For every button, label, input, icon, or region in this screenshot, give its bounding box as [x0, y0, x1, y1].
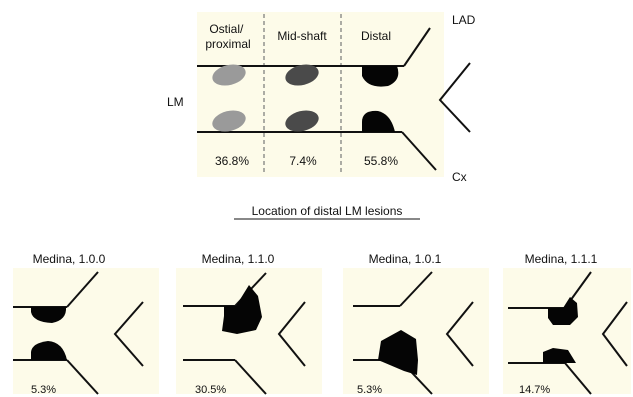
plaque-mid-bottom	[285, 110, 319, 132]
medina-110-plaque	[222, 285, 262, 334]
medina-100-cx	[66, 359, 99, 395]
segment-percent-ostial: 36.8%	[215, 154, 249, 168]
cx-branch	[401, 131, 437, 171]
segment-label-ostial: Ostial/ proximal	[205, 22, 250, 51]
medina-percent-111: 14.7%	[519, 384, 550, 396]
medina-101-carina	[445, 301, 474, 367]
medina-label-101: Medina, 1.0.1	[369, 252, 442, 266]
medina-percent-110: 30.5%	[195, 384, 226, 396]
medina-101-plaque	[378, 330, 418, 375]
medina-label-111: Medina, 1.1.1	[525, 252, 598, 266]
carina	[438, 62, 471, 133]
plaque-ostial-bottom	[212, 110, 246, 132]
plaque-distal-bottom	[362, 110, 395, 132]
medina-100-carina	[113, 301, 144, 367]
segment-label-mid: Mid-shaft	[277, 29, 327, 43]
medina-101-background	[343, 268, 489, 394]
medina-panel-100	[13, 268, 159, 395]
medina-101-lad	[399, 271, 433, 307]
medina-100-plaque-bottom	[31, 341, 67, 360]
lad-label: LAD	[452, 13, 476, 27]
medina-111-carina	[601, 301, 628, 367]
medina-111-plaque-top	[548, 297, 578, 325]
segment-label-ostial-line2: proximal	[205, 37, 250, 51]
medina-100-background	[13, 268, 159, 394]
plaque-ostial-top	[212, 64, 246, 86]
segment-label-ostial-line1: Ostial/	[209, 22, 244, 36]
medina-100-lad	[66, 271, 99, 308]
medina-panel-110	[176, 268, 322, 395]
top-panel: Ostial/ proximal Mid-shaft Distal 36.8% …	[167, 12, 476, 184]
top-panel-background	[197, 12, 444, 177]
plaque-distal-top	[362, 66, 399, 87]
medina-label-100: Medina, 1.0.0	[33, 252, 106, 266]
medina-percent-100: 5.3%	[31, 384, 56, 396]
medina-panel-101	[343, 268, 489, 395]
lad-branch	[403, 27, 431, 67]
lm-label: LM	[167, 95, 184, 109]
segment-percent-distal: 55.8%	[364, 154, 398, 168]
cx-label: Cx	[452, 170, 467, 184]
segment-percent-mid: 7.4%	[289, 154, 317, 168]
medina-110-cx	[234, 359, 267, 395]
medina-percent-101: 5.3%	[357, 384, 382, 396]
medina-111-cx	[564, 362, 592, 395]
segment-label-distal: Distal	[361, 29, 391, 43]
medina-label-110: Medina, 1.1.0	[202, 252, 275, 266]
plaque-mid-top	[285, 64, 319, 86]
medina-111-plaque-bottom	[543, 348, 576, 363]
medina-110-carina	[277, 301, 306, 367]
medina-111-background	[503, 268, 631, 394]
medina-panel-111	[503, 268, 631, 395]
medina-100-plaque-top	[31, 307, 67, 323]
caption: Location of distal LM lesions	[252, 204, 403, 218]
